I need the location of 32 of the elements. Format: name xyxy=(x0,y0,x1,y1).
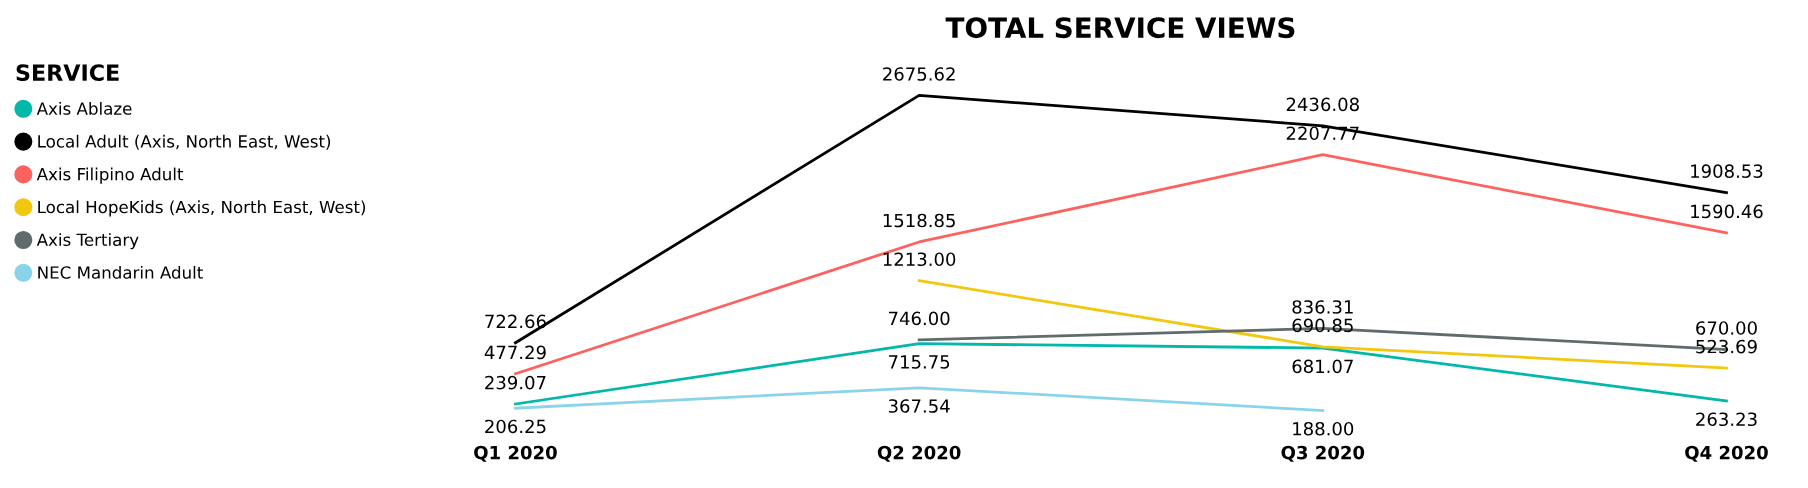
legend-label: Axis Ablaze xyxy=(36,101,132,115)
data-label: 1590.46 xyxy=(1691,204,1763,219)
data-label: 746.00 xyxy=(889,311,950,326)
data-label: 188.00 xyxy=(1293,421,1354,436)
data-label: 722.66 xyxy=(485,314,546,329)
legend-label: Local HopeKids (Axis, North East, West) xyxy=(38,200,366,217)
data-label: 263.23 xyxy=(1696,412,1757,427)
x-tick-label: Q3 2020 xyxy=(1281,445,1365,462)
data-label: 1908.53 xyxy=(1691,164,1763,178)
data-label: 715.75 xyxy=(889,355,950,369)
x-tick-label: Q2 2020 xyxy=(877,445,961,462)
legend-label: Axis Filipino Adult xyxy=(36,167,184,184)
data-label: 206.25 xyxy=(485,419,546,434)
data-label: 2675.62 xyxy=(883,67,955,81)
chart-title: TOTAL SERVICE VIEWS xyxy=(945,17,1295,39)
data-label: 836.31 xyxy=(1292,300,1353,314)
data-label: 2436.08 xyxy=(1286,97,1359,112)
data-label: 239.07 xyxy=(485,375,546,390)
data-label: 681.07 xyxy=(1292,359,1353,374)
data-label: 523.69 xyxy=(1696,339,1757,354)
legend-title: SERVICE xyxy=(16,64,119,81)
data-label: 1518.85 xyxy=(883,213,955,228)
x-tick-label: Q4 2020 xyxy=(1685,445,1768,462)
data-label: 2207.77 xyxy=(1286,126,1359,141)
data-label: 1213.00 xyxy=(883,252,956,267)
x-tick-label: Q1 2020 xyxy=(474,445,557,462)
legend-label: Axis Tertiary xyxy=(36,233,139,250)
data-label: 367.54 xyxy=(888,399,950,413)
legend-label: NEC Mandarin Adult xyxy=(38,265,203,279)
data-label: 670.00 xyxy=(1696,321,1757,335)
data-label: 477.29 xyxy=(484,345,546,360)
legend-label: Local Adult (Axis, North East, West) xyxy=(38,134,331,150)
